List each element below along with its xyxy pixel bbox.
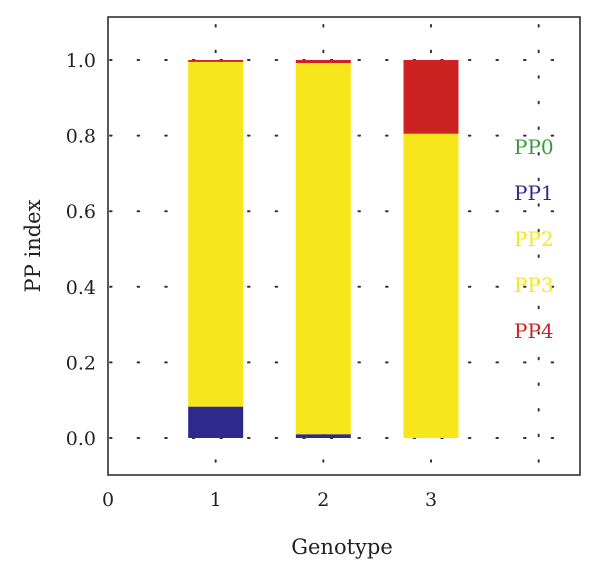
bar-genotype-3-pp3	[403, 133, 459, 438]
bar-genotype-2-pp3	[295, 63, 351, 435]
y-tick-label: 0.0	[66, 428, 96, 450]
bar-genotype-1-pp1	[188, 406, 244, 438]
legend-entry-pp4: PP4	[514, 319, 554, 343]
legend-entry-pp2: PP2	[514, 227, 554, 251]
bar-genotype-3-pp4	[403, 60, 459, 134]
legend-entry-pp1: PP1	[514, 181, 554, 205]
y-tick-label: 0.2	[66, 352, 96, 374]
y-tick-label: 0.4	[66, 277, 96, 299]
x-tick-label: 0	[102, 489, 114, 511]
x-axis-title: Genotype	[291, 535, 393, 559]
x-tick-label: 2	[317, 489, 329, 511]
x-tick-label: 1	[210, 489, 222, 511]
bar-genotype-2-pp4	[295, 60, 351, 64]
bar-genotype-1-pp4	[188, 60, 244, 62]
bars	[188, 60, 459, 438]
bar-genotype-1-pp3	[188, 61, 244, 407]
bar-genotype-2-pp1	[295, 434, 351, 438]
legend: PP0 PP1 PP2 PP3 PP4	[514, 135, 554, 343]
x-tick-labels: 0 1 2 3	[102, 489, 437, 511]
y-tick-label: 0.8	[66, 126, 96, 148]
legend-entry-pp3: PP3	[514, 273, 554, 297]
y-tick-label: 0.6	[66, 201, 96, 223]
y-axis-title: PP index	[21, 199, 45, 292]
x-tick-label: 3	[425, 489, 437, 511]
y-tick-labels: 0.0 0.2 0.4 0.6 0.8 1.0	[66, 50, 96, 450]
legend-entry-pp0: PP0	[514, 135, 554, 159]
plot-frame	[107, 16, 581, 476]
y-tick-label: 1.0	[66, 50, 96, 72]
